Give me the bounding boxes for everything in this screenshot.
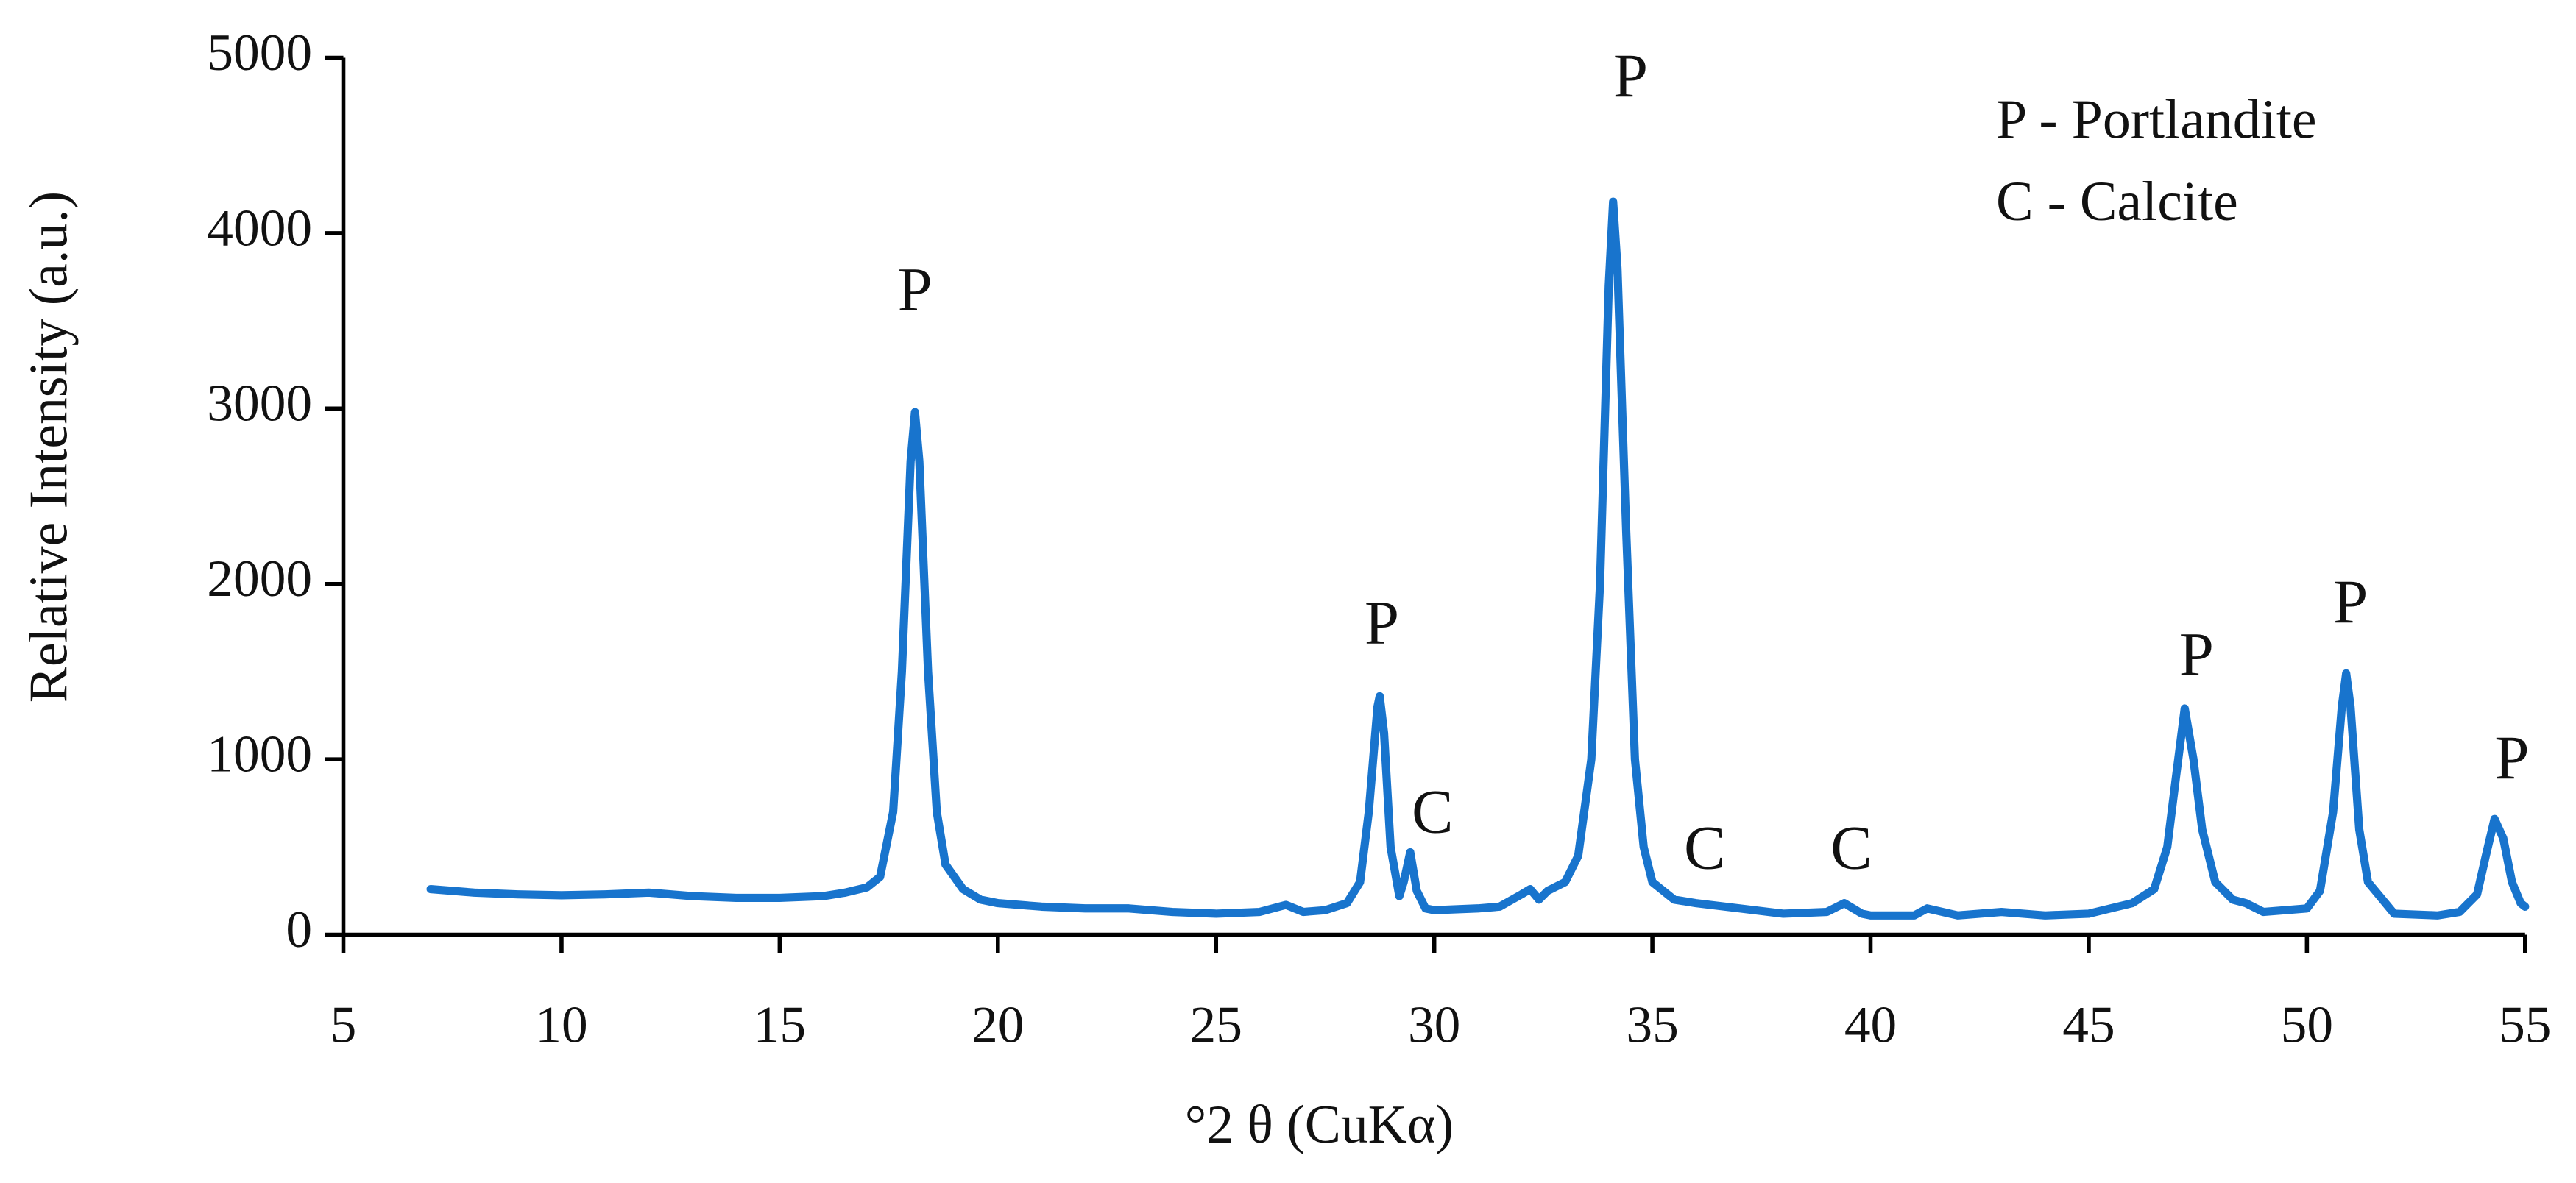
y-tick-label: 3000 <box>207 374 312 433</box>
x-tick-label: 25 <box>1190 995 1242 1054</box>
peak-label: C <box>1684 813 1726 882</box>
peak-label: P <box>898 255 933 324</box>
note: P - Portlandite <box>1996 88 2317 150</box>
y-tick-label: 1000 <box>207 725 312 784</box>
x-tick-label: 30 <box>1408 995 1460 1054</box>
peak-label: C <box>1412 777 1454 846</box>
peak-label: C <box>1830 813 1872 882</box>
x-tick-label: 10 <box>535 995 587 1054</box>
data-line <box>426 197 2530 920</box>
y-tick-label: 2000 <box>207 550 312 608</box>
x-tick-label: 40 <box>1844 995 1897 1054</box>
x-tick-label: 20 <box>972 995 1024 1054</box>
x-tick-label: 35 <box>1626 995 1678 1054</box>
peak-label: P <box>1613 41 1648 110</box>
x-axis-title: °2 θ (CuKα) <box>1185 1094 1454 1154</box>
x-tick-label: 55 <box>2499 995 2551 1054</box>
peak-label: P <box>2179 620 2214 689</box>
y-tick-label: 4000 <box>207 199 312 257</box>
x-tick-label: 5 <box>330 995 357 1054</box>
x-tick-label: 45 <box>2062 995 2115 1054</box>
y-tick-label: 0 <box>286 900 312 959</box>
peak-label: P <box>2333 568 2368 637</box>
y-axis-title: Relative Intensity (a.u.) <box>18 191 79 703</box>
x-tick-label: 50 <box>2281 995 2333 1054</box>
x-tick-label: 15 <box>754 995 806 1054</box>
y-tick-label: 5000 <box>207 24 312 82</box>
note: C - Calcite <box>1996 171 2238 232</box>
peak-label: P <box>1365 589 1399 658</box>
peak-label: P <box>2494 724 2529 793</box>
